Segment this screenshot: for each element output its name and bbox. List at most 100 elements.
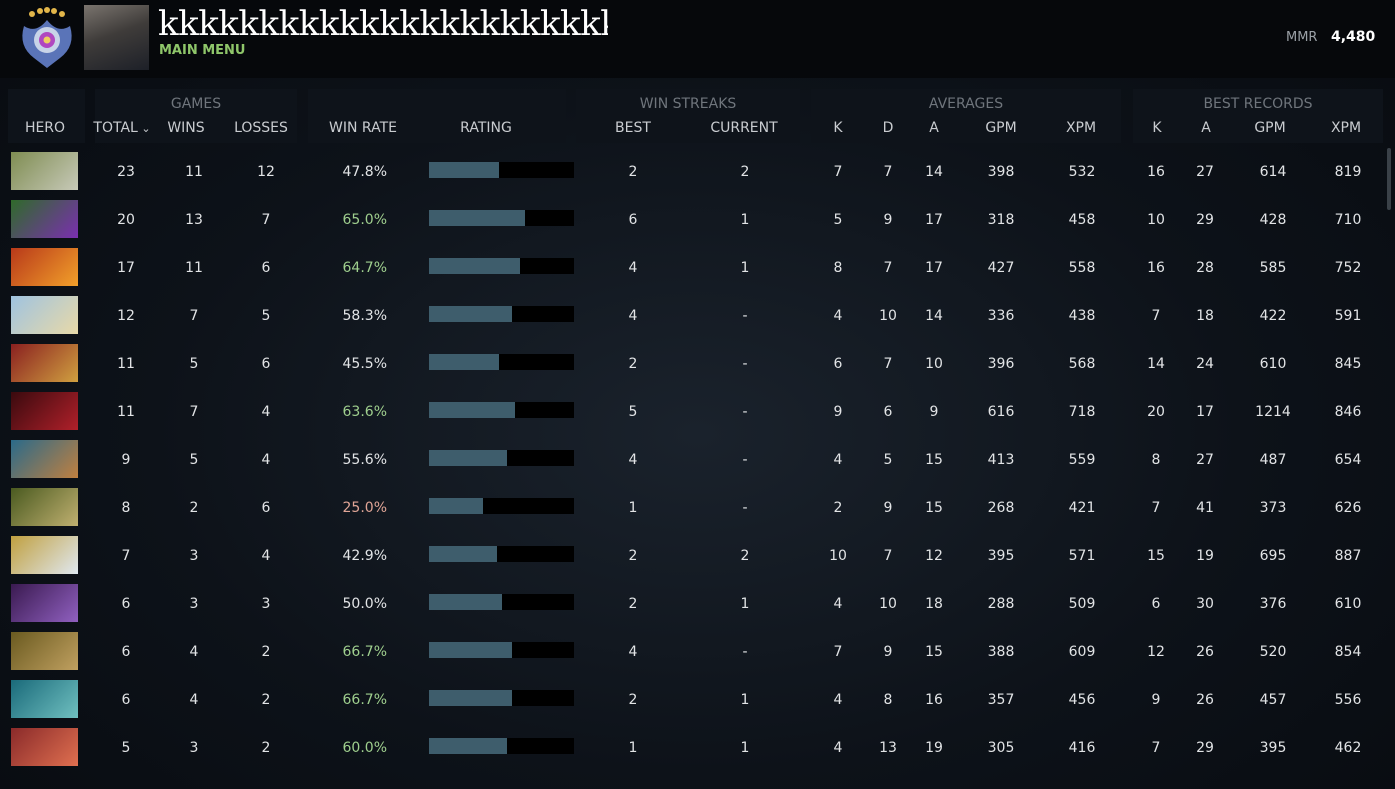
- rating-bar-fill: [429, 546, 498, 562]
- cell-win-rate: 50.0%: [342, 596, 387, 612]
- chevron-down-icon: ⌄: [137, 122, 151, 135]
- cell-a: 9: [929, 404, 939, 420]
- column-header-wins[interactable]: WINS: [167, 120, 204, 136]
- column-header-label: XPM: [1065, 120, 1097, 136]
- table-row[interactable]: 12 7 5 4 - 4 10 14 336 438 7 18 422 591 58.3%: [0, 294, 1383, 342]
- column-header-best[interactable]: BEST: [615, 120, 651, 136]
- cell-current: 2: [740, 548, 750, 564]
- header-panel-hero: [8, 89, 85, 143]
- cell-best: 4: [628, 644, 638, 660]
- column-header-label: K: [833, 120, 843, 136]
- column-header-label: XPM: [1330, 120, 1362, 136]
- cell-wins: 7: [189, 404, 199, 420]
- table-row[interactable]: 11 7 4 5 - 9 6 9 616 718 20 17 1214 846 63.6%: [0, 390, 1383, 438]
- cell-current: -: [742, 308, 748, 324]
- table-row[interactable]: 23 11 12 2 2 7 7 14 398 532 16 27 614 819 47.8%: [0, 150, 1383, 198]
- cell-best-xpm: 846: [1334, 404, 1362, 420]
- table-row[interactable]: 17 11 6 4 1 8 7 17 427 558 16 28 585 752 64.7%: [0, 246, 1383, 294]
- rating-bar-fill: [429, 450, 508, 466]
- cell-losses: 3: [261, 596, 271, 612]
- group-best-records: BEST RECORDS: [1203, 96, 1313, 112]
- rating-bar: [429, 354, 574, 370]
- cell-wins: 3: [189, 596, 199, 612]
- column-header-best-gpm[interactable]: GPM: [1254, 120, 1285, 136]
- table-row[interactable]: 6 3 3 2 1 4 10 18 288 509 6 30 376 610 50.0%: [0, 582, 1383, 630]
- cell-best: 2: [628, 548, 638, 564]
- column-header-total[interactable]: TOTAL ⌄: [93, 120, 150, 136]
- avatar[interactable]: [84, 5, 149, 70]
- cell-wins: 4: [189, 692, 199, 708]
- cell-d: 7: [883, 548, 893, 564]
- rating-bar: [429, 738, 574, 754]
- cell-wins: 5: [189, 452, 199, 468]
- rating-bar: [429, 546, 574, 562]
- cell-best-xpm: 752: [1334, 260, 1362, 276]
- hero-portrait[interactable]: [11, 200, 78, 238]
- cell-best: 4: [628, 308, 638, 324]
- cell-losses: 6: [261, 260, 271, 276]
- cell-best-xpm: 654: [1334, 452, 1362, 468]
- table-row[interactable]: 6 4 2 2 1 4 8 16 357 456 9 26 457 556 66.7%: [0, 678, 1383, 726]
- cell-best-k: 20: [1147, 404, 1165, 420]
- column-header-rating[interactable]: RATING: [460, 120, 512, 136]
- hero-portrait[interactable]: [11, 632, 78, 670]
- table-row[interactable]: 6 4 2 4 - 7 9 15 388 609 12 26 520 854 66.7%: [0, 630, 1383, 678]
- column-header-current[interactable]: CURRENT: [710, 120, 777, 136]
- hero-portrait[interactable]: [11, 248, 78, 286]
- cell-xpm: 532: [1068, 164, 1096, 180]
- table-row[interactable]: 8 2 6 1 - 2 9 15 268 421 7 41 373 626 25.0%: [0, 486, 1383, 534]
- hero-portrait[interactable]: [11, 680, 78, 718]
- hero-portrait[interactable]: [11, 392, 78, 430]
- hero-portrait[interactable]: [11, 584, 78, 622]
- cell-best: 2: [628, 692, 638, 708]
- cell-best-xpm: 591: [1334, 308, 1362, 324]
- column-header-losses[interactable]: LOSSES: [234, 120, 288, 136]
- scrollbar[interactable]: [1387, 148, 1391, 210]
- profile-header: kkkkkkkkkkkkkkkkkkkkkkk MAIN MENU MMR 4,…: [0, 0, 1395, 78]
- cell-wins: 11: [185, 260, 203, 276]
- hero-portrait[interactable]: [11, 344, 78, 382]
- main-menu-link[interactable]: MAIN MENU: [159, 43, 246, 58]
- table-row[interactable]: 9 5 4 4 - 4 5 15 413 559 8 27 487 654 55.6%: [0, 438, 1383, 486]
- table-row[interactable]: 5 3 2 1 1 4 13 19 305 416 7 29 395 462 60.0%: [0, 726, 1383, 774]
- table-row[interactable]: 11 5 6 2 - 6 7 10 396 568 14 24 610 845 45.5%: [0, 342, 1383, 390]
- column-header-d[interactable]: D: [883, 120, 894, 136]
- rating-bar: [429, 210, 574, 226]
- column-header-label: GPM: [985, 120, 1017, 136]
- cell-k: 7: [833, 164, 843, 180]
- hero-portrait[interactable]: [11, 488, 78, 526]
- cell-a: 17: [925, 212, 943, 228]
- hero-portrait[interactable]: [11, 440, 78, 478]
- table-row[interactable]: 7 3 4 2 2 10 7 12 395 571 15 19 695 887 42.9%: [0, 534, 1383, 582]
- mmr-value: 4,480: [1331, 29, 1376, 45]
- column-header-xpm[interactable]: XPM: [1066, 120, 1096, 136]
- rating-bar-fill: [429, 498, 483, 514]
- cell-d: 5: [883, 452, 893, 468]
- cell-total: 11: [117, 356, 135, 372]
- column-header-a[interactable]: A: [929, 120, 939, 136]
- cell-current: -: [742, 500, 748, 516]
- hero-portrait[interactable]: [11, 728, 78, 766]
- column-header-best-k[interactable]: K: [1152, 120, 1161, 136]
- column-header-hero[interactable]: HERO: [25, 120, 65, 136]
- column-header-k[interactable]: K: [833, 120, 842, 136]
- column-header-win-rate[interactable]: WIN RATE: [329, 120, 397, 136]
- hero-portrait[interactable]: [11, 536, 78, 574]
- column-header-best-a[interactable]: A: [1201, 120, 1211, 136]
- column-header-best-xpm[interactable]: XPM: [1331, 120, 1361, 136]
- cell-win-rate: 63.6%: [342, 404, 387, 420]
- hero-portrait[interactable]: [11, 296, 78, 334]
- hero-portrait[interactable]: [11, 152, 78, 190]
- cell-win-rate: 55.6%: [342, 452, 387, 468]
- cell-losses: 4: [261, 404, 271, 420]
- rating-bar: [429, 642, 574, 658]
- cell-best-gpm: 585: [1259, 260, 1287, 276]
- cell-wins: 7: [189, 308, 199, 324]
- column-header-gpm[interactable]: GPM: [985, 120, 1016, 136]
- cell-a: 17: [925, 260, 943, 276]
- table-row[interactable]: 20 13 7 6 1 5 9 17 318 458 10 29 428 710 65.0%: [0, 198, 1383, 246]
- cell-best-gpm: 487: [1259, 452, 1287, 468]
- cell-losses: 4: [261, 548, 271, 564]
- cell-xpm: 571: [1068, 548, 1096, 564]
- cell-xpm: 568: [1068, 356, 1096, 372]
